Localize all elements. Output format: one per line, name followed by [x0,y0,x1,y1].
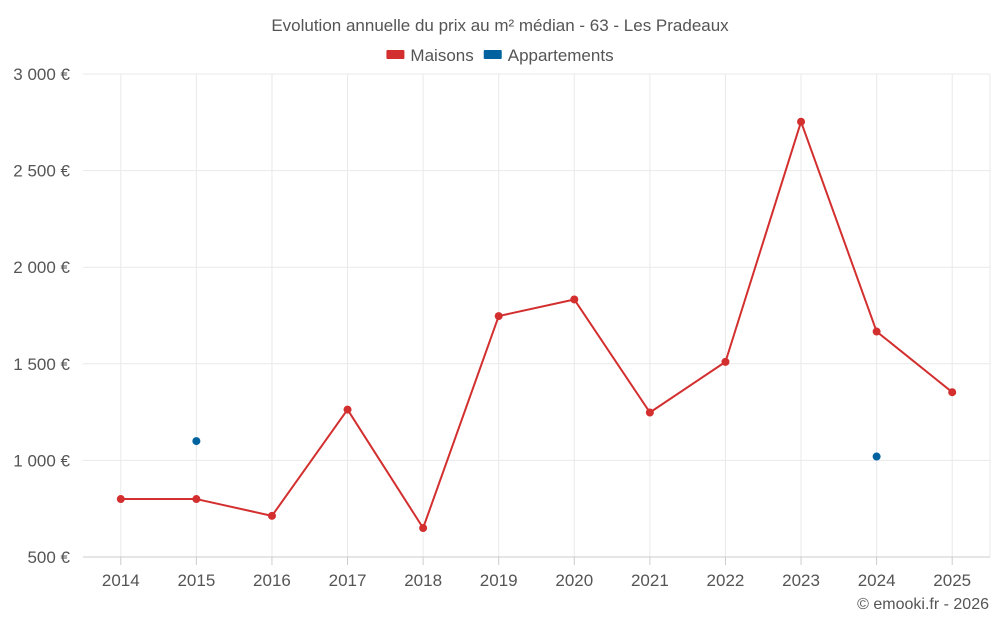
data-point-maisons-2021[interactable] [645,408,654,417]
data-point-maisons-2024[interactable] [872,327,881,336]
x-tick-label: 2016 [253,571,291,590]
y-tick-label: 2 500 € [13,162,70,181]
data-point-appartements-2015[interactable] [192,437,201,446]
data-point-maisons-2019[interactable] [494,312,503,321]
y-tick-label: 2 000 € [13,258,70,277]
credit-text: © emooki.fr - 2026 [857,596,989,613]
legend-swatch [483,50,502,59]
legend: Maisons Appartements [386,46,614,65]
series-layer [116,117,957,533]
series-maisons [116,117,957,533]
y-tick-label: 3 000 € [13,65,70,84]
x-tick-label: 2023 [782,571,820,590]
data-point-maisons-2018[interactable] [419,524,428,533]
grid [83,73,991,557]
x-tick-label: 2020 [555,571,593,590]
chart-title: Evolution annuelle du prix au m² médian … [271,16,729,35]
x-tick-label: 2018 [404,571,442,590]
y-tick-label: 1 000 € [13,451,70,470]
data-point-maisons-2014[interactable] [116,495,125,504]
data-point-maisons-2020[interactable] [570,295,579,304]
series-appartements [192,437,881,461]
legend-item-appartements[interactable]: Appartements [483,46,614,65]
data-point-maisons-2022[interactable] [721,357,730,366]
x-tick-label: 2025 [933,571,971,590]
legend-swatch [386,50,405,59]
x-tick-label: 2022 [707,571,745,590]
data-point-appartements-2024[interactable] [872,452,881,461]
y-tick-label: 500 € [27,548,70,567]
x-tick-label: 2014 [102,571,140,590]
series-line-maisons [120,120,953,530]
x-tick-label: 2019 [480,571,518,590]
data-point-maisons-2025[interactable] [948,388,957,397]
data-point-maisons-2023[interactable] [797,117,806,126]
data-point-maisons-2016[interactable] [267,511,276,520]
x-tick-label: 2015 [177,571,215,590]
x-tick-label: 2024 [858,571,896,590]
data-point-maisons-2015[interactable] [192,495,201,504]
legend-item-maisons[interactable]: Maisons [386,46,474,65]
data-point-maisons-2017[interactable] [343,405,352,414]
axes: 500 € 1 000 € 1 500 € 2 000 € 2 500 € 3 000 €… [13,65,990,590]
x-tick-label: 2017 [329,571,367,590]
legend-label: Maisons [410,46,473,65]
x-tick-label: 2021 [631,571,669,590]
legend-label: Appartements [508,46,614,65]
y-tick-label: 1 500 € [13,355,70,374]
